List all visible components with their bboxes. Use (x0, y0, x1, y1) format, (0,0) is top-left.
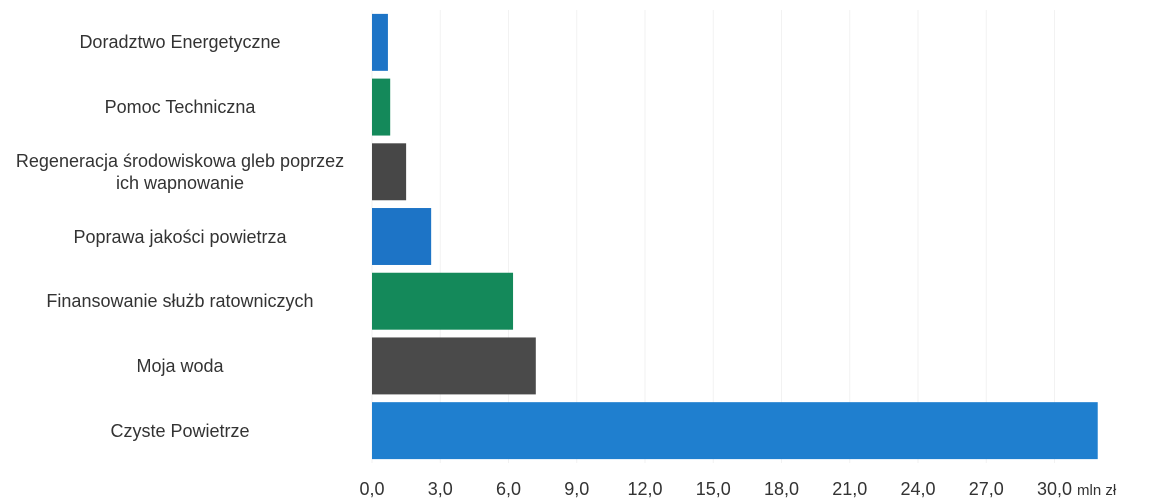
category-label: Regeneracja środowiskowa gleb poprzez ic… (15, 150, 345, 193)
category-label: Doradztwo Energetyczne (79, 32, 281, 53)
bar (372, 337, 536, 395)
x-tick-label: 21,0 (832, 479, 867, 499)
x-tick-label: 30,0 (1037, 479, 1072, 499)
bar (372, 143, 407, 201)
bar (372, 208, 432, 265)
bar (372, 402, 1098, 460)
x-tick-label: 15,0 (696, 479, 731, 499)
x-tick-label: 6,0 (496, 479, 521, 499)
bar (372, 13, 388, 71)
x-tick-label: 3,0 (428, 479, 453, 499)
category-label: Czyste Powietrze (110, 420, 250, 441)
x-tick-label: 27,0 (969, 479, 1004, 499)
x-tick-label: 18,0 (764, 479, 799, 499)
category-label: Poprawa jakości powietrza (73, 226, 287, 247)
x-tick-label: 9,0 (564, 479, 589, 499)
category-label: Pomoc Techniczna (104, 97, 256, 118)
x-tick-label: 0,0 (359, 479, 384, 499)
x-tick-label: 24,0 (900, 479, 935, 499)
bar (372, 272, 514, 330)
category-label: Moja woda (136, 355, 224, 376)
bar (372, 78, 391, 136)
category-label: Finansowanie służb ratowniczych (46, 291, 314, 312)
x-unit: mln zł (1077, 482, 1117, 499)
x-tick-label: 12,0 (627, 479, 662, 499)
